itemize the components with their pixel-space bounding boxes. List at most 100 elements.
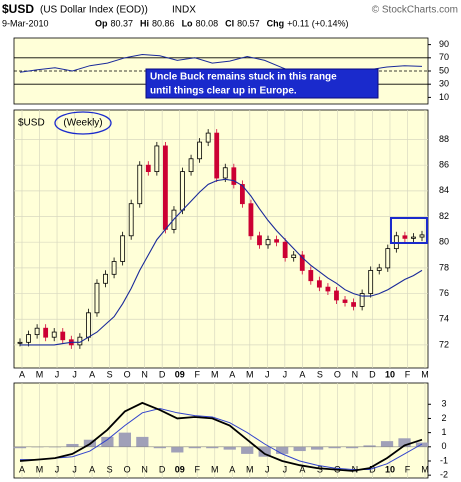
x-tick-label: M: [36, 464, 44, 474]
x-tick-label: M: [421, 464, 429, 474]
exchange: INDX: [172, 5, 196, 16]
candle: [402, 235, 408, 239]
candle: [265, 239, 271, 246]
candle: [197, 141, 203, 160]
candle: [128, 203, 134, 237]
histogram-bar: [258, 446, 271, 457]
x-tick-label: M: [421, 369, 429, 379]
quote-value: 80.37: [111, 18, 134, 28]
panel: [13, 382, 429, 479]
quote-value: 80.08: [196, 18, 219, 28]
candle: [351, 302, 356, 307]
x-tick-label: O: [124, 464, 131, 474]
candle: [60, 331, 66, 341]
x-tick-label: J: [55, 369, 60, 379]
x-tick-label: J: [72, 464, 77, 474]
date: 9-Mar-2010: [2, 18, 49, 28]
candle: [94, 282, 100, 314]
candle: [368, 270, 374, 294]
candle: [239, 184, 245, 205]
candle: [163, 145, 168, 230]
y-tick-label: 72: [439, 339, 449, 349]
annotation-box: [145, 68, 379, 99]
x-tick-label: A: [89, 464, 95, 474]
histogram-bar: [223, 446, 236, 450]
candle: [376, 267, 382, 271]
candle: [51, 331, 57, 338]
candle: [111, 261, 117, 275]
x-tick-label: S: [317, 369, 323, 379]
candle: [419, 234, 425, 238]
histogram-bar: [415, 442, 429, 447]
candle: [282, 241, 288, 259]
candle: [342, 299, 348, 303]
x-tick-label: O: [334, 369, 341, 379]
histogram-bar: [363, 445, 376, 447]
macd-line: [19, 401, 423, 472]
x-tick-label: D: [369, 464, 376, 474]
y-tick-label: 50: [439, 65, 449, 75]
range-box: [390, 217, 428, 244]
histogram-bar: [66, 443, 79, 447]
y-tick-label: 74: [439, 314, 449, 324]
histogram-bar: [380, 441, 394, 447]
candle: [248, 203, 254, 237]
histogram-bar: [311, 446, 324, 450]
x-tick-label: O: [124, 369, 131, 379]
x-tick-label: M: [211, 464, 219, 474]
x-tick-label: N: [141, 464, 148, 474]
x-tick-label: 10: [385, 464, 395, 474]
chart-title: $USD: [2, 2, 34, 16]
candle: [103, 273, 108, 284]
x-tick-label: M: [246, 369, 254, 379]
x-tick-label: J: [283, 369, 288, 379]
panel: [13, 109, 429, 369]
y-tick-label: 70: [439, 52, 449, 62]
histogram-bar: [293, 446, 306, 452]
histogram-bar: [328, 446, 341, 449]
y-tick-label: 3: [441, 399, 446, 409]
candle: [274, 239, 279, 243]
quote-value: +0.11 (+0.14%): [287, 18, 348, 28]
x-tick-label: A: [19, 464, 25, 474]
annotation: Uncle Buck remains stuck in this range: [150, 72, 337, 83]
candle: [214, 132, 220, 179]
candle: [222, 167, 228, 179]
x-tick-label: J: [55, 464, 60, 474]
source: © StockCharts.com: [372, 5, 458, 16]
histogram-bar: [153, 446, 166, 449]
moving-average: [20, 178, 423, 346]
x-tick-label: A: [89, 369, 95, 379]
x-tick-label: J: [265, 464, 270, 474]
candle: [308, 270, 314, 282]
x-tick-label: J: [265, 369, 270, 379]
candle: [325, 286, 331, 292]
candle: [34, 327, 40, 336]
quote-label: Cl: [225, 18, 234, 28]
candle: [145, 164, 151, 173]
x-tick-label: F: [194, 464, 200, 474]
annotation-ellipse: [54, 111, 112, 135]
quote-label: Chg: [267, 18, 285, 28]
candle: [231, 167, 237, 185]
histogram-bar: [345, 446, 359, 449]
x-tick-label: J: [283, 464, 288, 474]
quote-value: 80.86: [152, 18, 175, 28]
candle: [26, 334, 31, 343]
histogram-bar: [101, 436, 114, 447]
y-tick-label: -2: [440, 470, 448, 480]
y-tick-label: 10: [439, 92, 449, 102]
candle: [205, 132, 211, 143]
candle: [137, 164, 143, 205]
x-tick-label: M: [246, 464, 254, 474]
x-tick-label: S: [107, 464, 113, 474]
candle: [180, 171, 185, 211]
y-tick-label: 82: [439, 211, 449, 221]
candle: [17, 341, 23, 344]
x-tick-label: D: [159, 369, 166, 379]
y-tick-label: 30: [439, 79, 449, 89]
candle: [291, 254, 297, 259]
y-tick-label: 1: [441, 427, 446, 437]
x-tick-label: 09: [175, 464, 185, 474]
